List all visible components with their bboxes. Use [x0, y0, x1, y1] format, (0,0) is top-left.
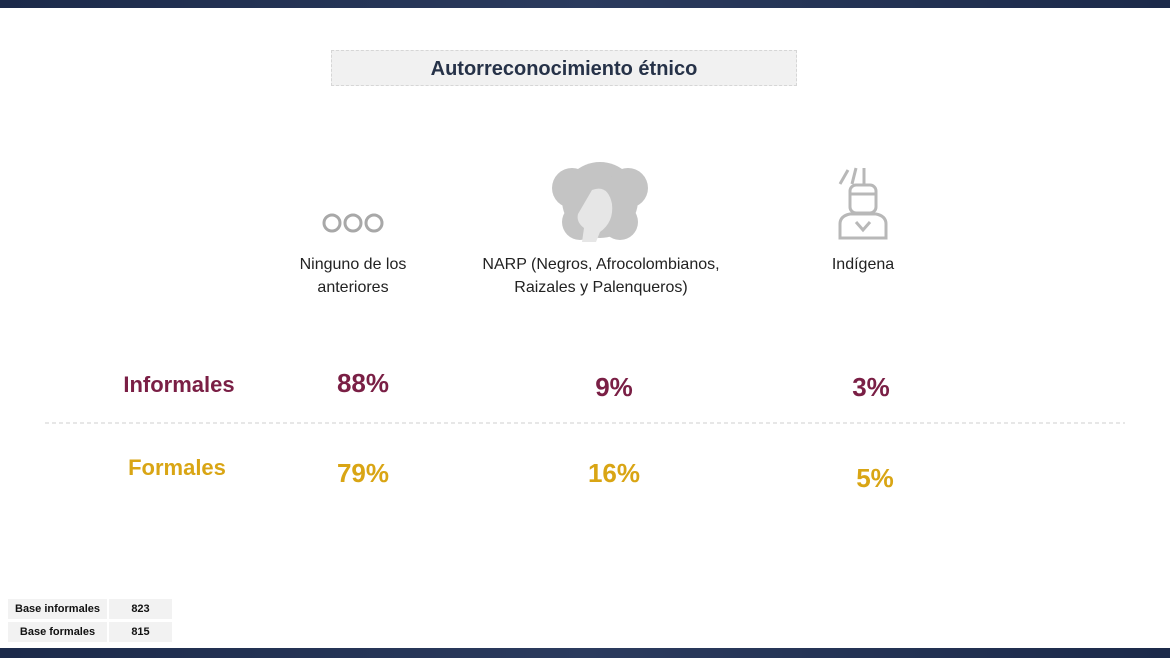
- row-label: Informales: [123, 372, 235, 397]
- base-value: 815: [109, 622, 172, 642]
- indigenous-icon: [838, 167, 888, 240]
- base-label: Base informales: [8, 599, 107, 619]
- value: 88%: [336, 368, 390, 398]
- value: 79%: [336, 458, 390, 488]
- title: Autorreconocimiento étnico: [331, 50, 797, 86]
- row-label: Formales: [128, 455, 226, 480]
- top-bar: [0, 0, 1170, 8]
- column-label: Indígena: [831, 256, 895, 273]
- bottom-bar: [0, 648, 1170, 658]
- column-label: NARP (Negros, Afrocolombianos, Raizales …: [482, 256, 720, 296]
- value: 9%: [595, 372, 633, 402]
- value: 16%: [587, 458, 641, 488]
- value: 3%: [852, 372, 890, 402]
- base-value: 823: [109, 599, 172, 619]
- circles-icon: [322, 213, 384, 233]
- base-label: Base formales: [8, 622, 107, 642]
- afro-icon: [552, 162, 648, 242]
- value: 5%: [856, 463, 894, 493]
- column-label: Ninguno de los anteriores: [299, 256, 407, 296]
